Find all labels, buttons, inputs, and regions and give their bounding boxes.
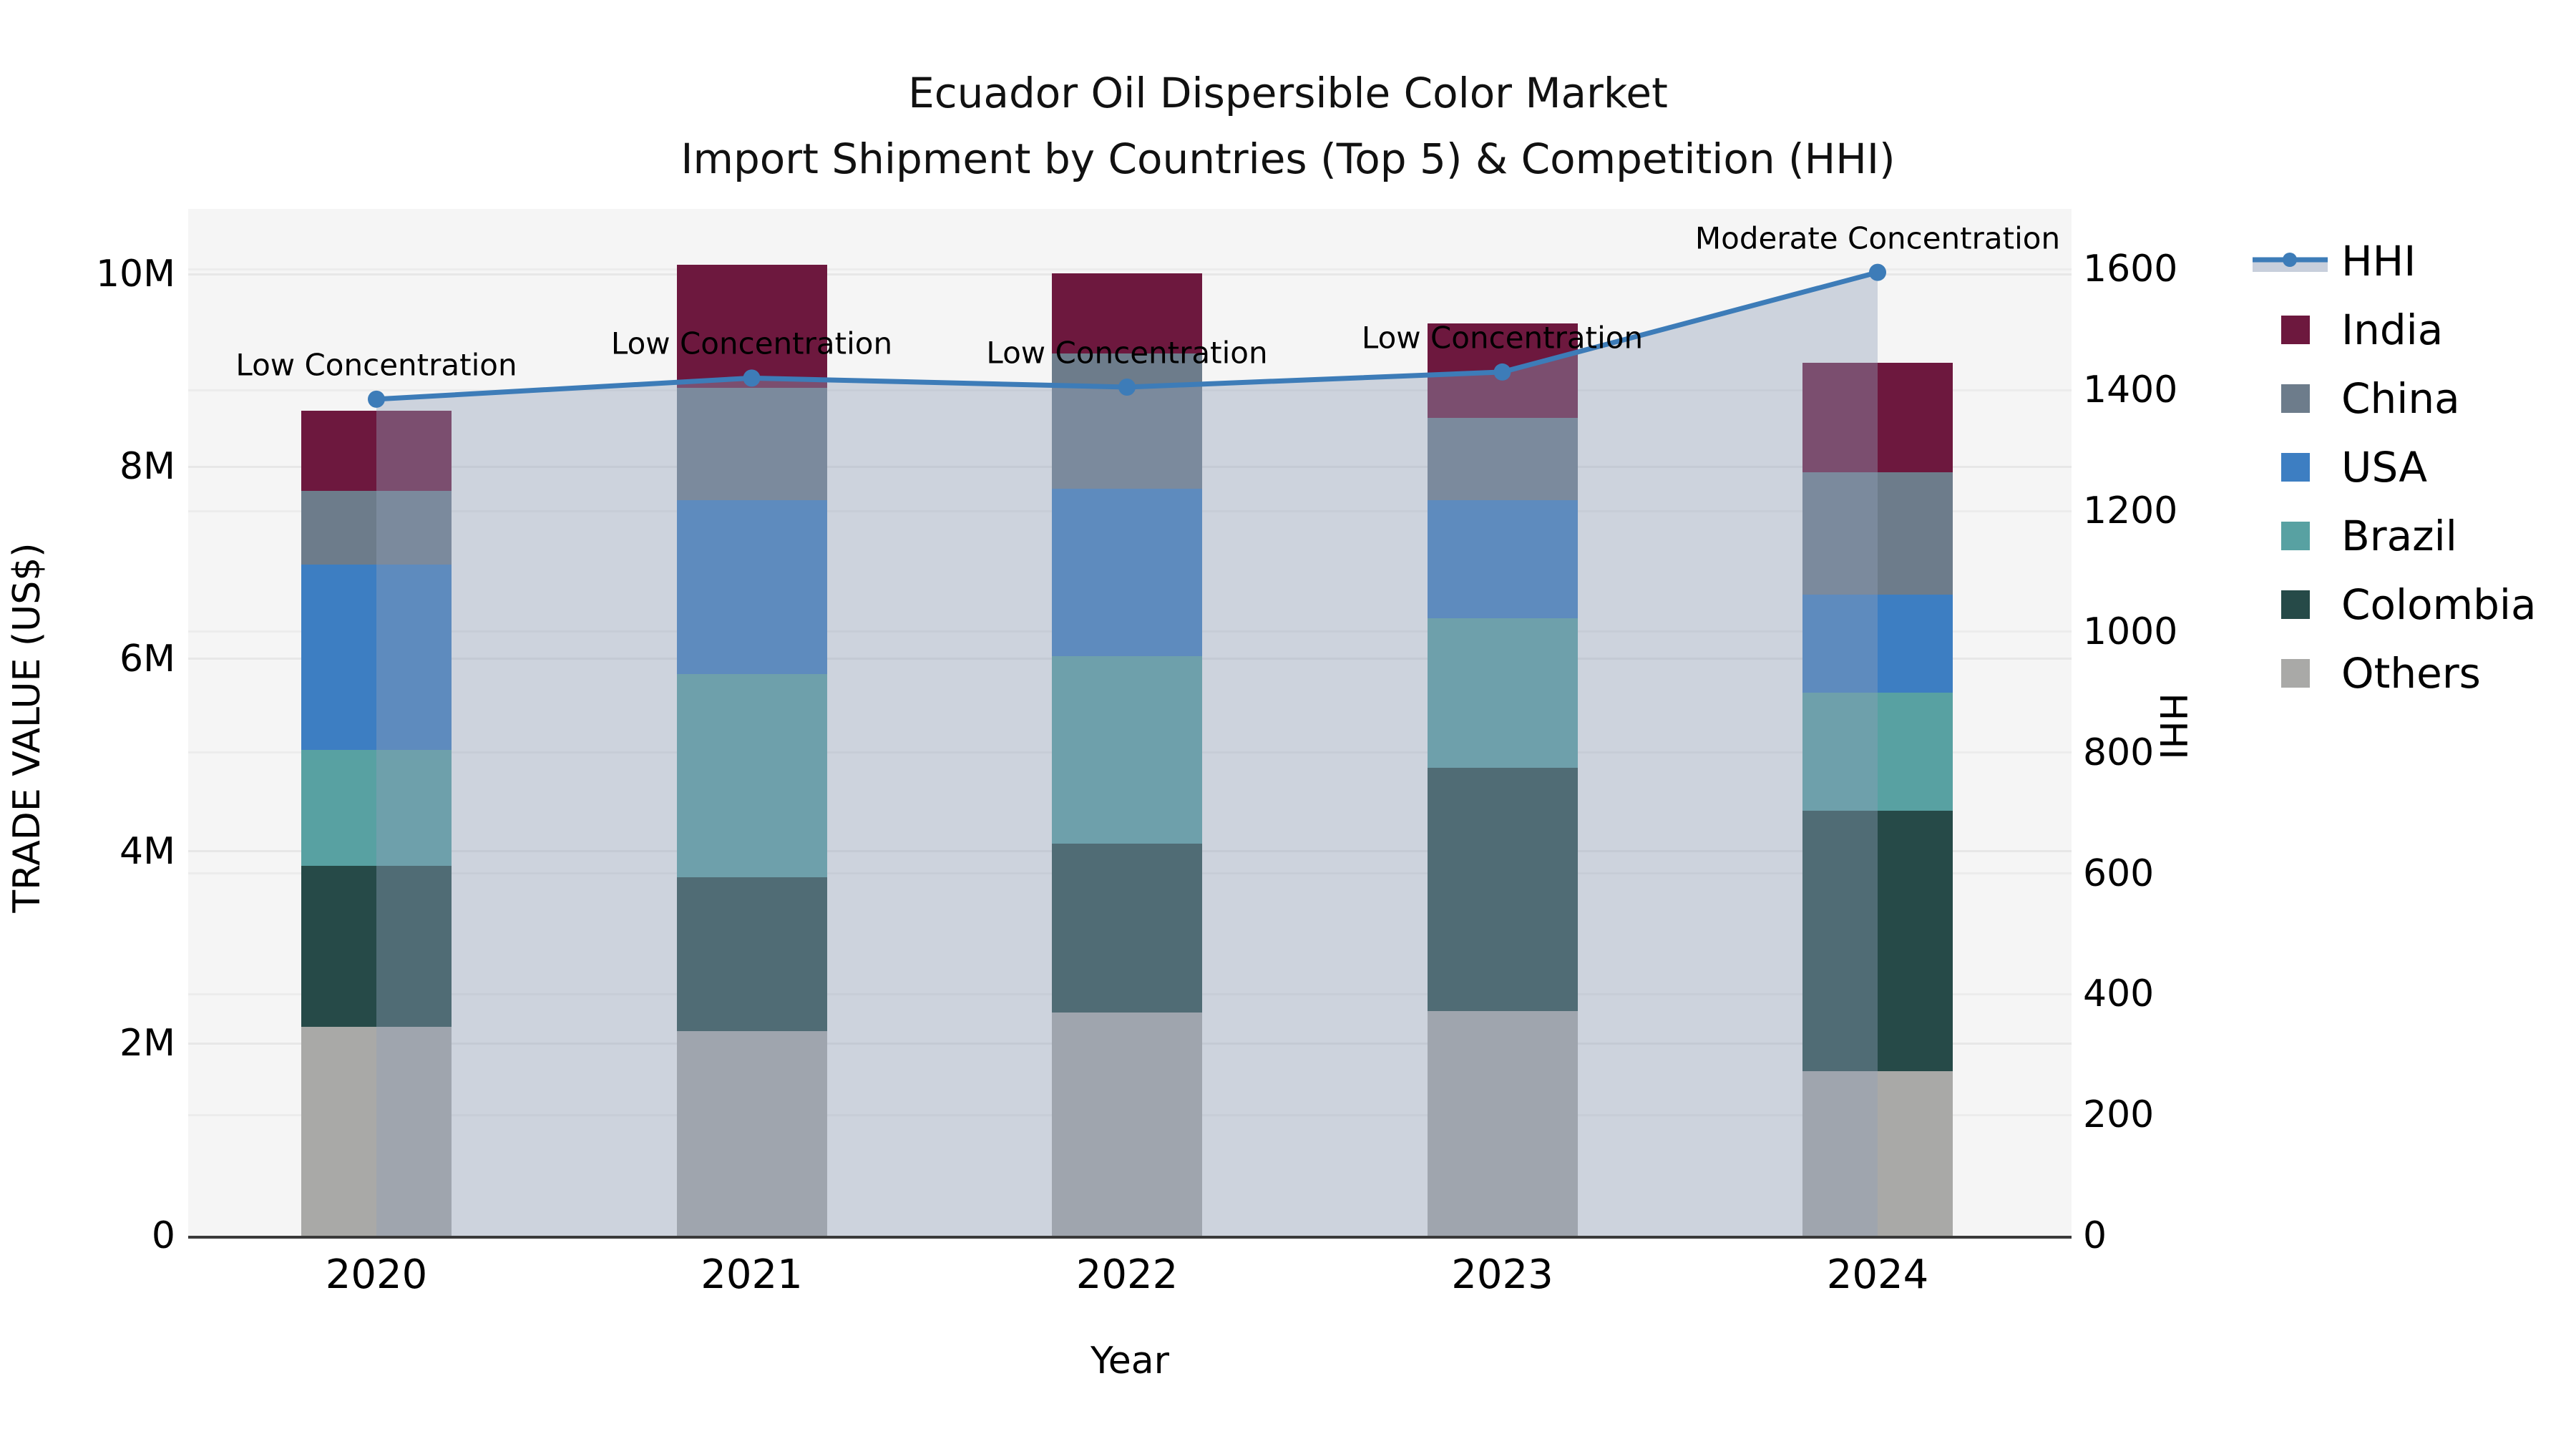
bar-segment-others-2023 [1427,1010,1578,1236]
tick-label-hhi: 1200 [2083,489,2178,533]
bar-segment-india-2021 [676,264,827,388]
hhi-legend-line-icon [2253,253,2328,272]
bar-segment-india-2024 [1802,362,1953,473]
bar-segment-brazil-2024 [1802,692,1953,811]
tick-label-year: 2021 [701,1252,803,1298]
bar-segment-colombia-2021 [676,877,827,1031]
legend-label-brazil: Brazil [2341,512,2457,560]
legend-label-india: India [2341,306,2444,354]
bar-segment-china-2022 [1052,353,1202,489]
tick-label-year: 2023 [1451,1252,1553,1298]
bar-segment-usa-2021 [676,500,827,675]
bar-segment-others-2022 [1052,1013,1202,1236]
legend-label-hhi: HHI [2341,237,2416,286]
bar-segment-china-2020 [301,490,452,565]
tick-label-trade-value: 2M [119,1022,175,1065]
hhi-line-overlay [368,263,1886,1236]
tick-label-hhi: 0 [2083,1214,2107,1257]
tick-label-year: 2024 [1826,1252,1929,1298]
annotation-label: Low Concentration [986,335,1268,371]
bar-segment-colombia-2024 [1802,811,1953,1072]
bar-segment-china-2021 [676,387,827,501]
tick-label-trade-value: 8M [119,445,175,489]
annotation-label: Low Concentration [610,326,893,361]
legend-item-usa: USA [2253,443,2560,492]
hhi-area-fill [376,272,1878,1236]
bar-segment-others-2021 [676,1030,827,1236]
legend-swatch-brazil [2281,522,2310,550]
legend-swatch-india [2281,316,2310,344]
tick-label-trade-value: 6M [119,637,175,680]
x-axis-label: Year [1090,1340,1170,1382]
tick-label-trade-value: 4M [119,829,175,873]
legend-label-colombia: Colombia [2341,580,2537,629]
bar-segment-brazil-2020 [301,750,452,866]
tick-label-trade-value: 10M [95,253,175,296]
bar-segment-colombia-2020 [301,865,452,1028]
plot-area: Low Concentration Low Concentration Low Co… [188,209,2072,1239]
legend-item-hhi: HHI [2253,237,2560,286]
tick-label-hhi: 1400 [2083,369,2178,412]
legend-label-usa: USA [2341,443,2428,492]
tick-label-year: 2020 [325,1252,428,1298]
bar-segment-usa-2022 [1052,488,1202,656]
hhi-marker [1493,363,1511,381]
legend-item-others: Others [2253,649,2560,698]
legend-item-brazil: Brazil [2253,512,2560,560]
tick-label-hhi: 1600 [2083,248,2178,291]
chart-title-line2: Import Shipment by Countries (Top 5) & C… [680,135,1896,183]
hhi-legend-marker [2283,253,2297,267]
annotation-label: Low Concentration [235,347,517,383]
bar-segment-brazil-2021 [676,674,827,877]
legend-label-china: China [2341,374,2460,423]
bar-segment-india-2022 [1052,273,1202,353]
legend-item-colombia: Colombia [2253,580,2560,629]
tick-label-hhi: 600 [2083,852,2155,895]
tick-label-year: 2022 [1075,1252,1179,1298]
legend-swatch-usa [2281,453,2310,482]
bar-segment-usa-2023 [1427,500,1578,619]
bar-segment-usa-2020 [301,565,452,751]
chart-title-line1: Ecuador Oil Dispersible Color Market [908,69,1668,117]
bar-segment-brazil-2022 [1052,655,1202,844]
y-axis-right-label: HHI [2151,693,2194,760]
legend-label-others: Others [2341,649,2481,698]
hhi-marker [368,390,385,408]
bar-segment-china-2023 [1427,417,1578,501]
hhi-marker [743,369,761,387]
legend-swatch-others [2281,659,2310,688]
bar-segment-others-2020 [301,1027,452,1236]
tick-label-hhi: 1000 [2083,610,2178,653]
bar-segment-usa-2024 [1802,594,1953,693]
tick-label-hhi: 800 [2083,731,2155,774]
annotation-label: Low Concentration [1361,320,1644,356]
bar-segment-brazil-2023 [1427,618,1578,768]
bar-segment-colombia-2022 [1052,843,1202,1013]
tick-label-hhi: 400 [2083,972,2155,1016]
hhi-marker [1118,379,1136,396]
legend-item-india: India [2253,306,2560,354]
annotation-label: Moderate Concentration [1694,220,2061,256]
bar-segment-india-2020 [301,411,452,491]
tick-label-hhi: 200 [2083,1093,2155,1137]
bar-segment-others-2024 [1802,1071,1953,1236]
bar-segment-colombia-2023 [1427,767,1578,1011]
legend-item-china: China [2253,374,2560,423]
legend-swatch-colombia [2281,590,2310,619]
legend-swatch-china [2281,384,2310,413]
hhi-marker [1869,263,1886,281]
bar-segment-china-2024 [1802,472,1953,595]
tick-label-trade-value: 0 [151,1214,175,1257]
